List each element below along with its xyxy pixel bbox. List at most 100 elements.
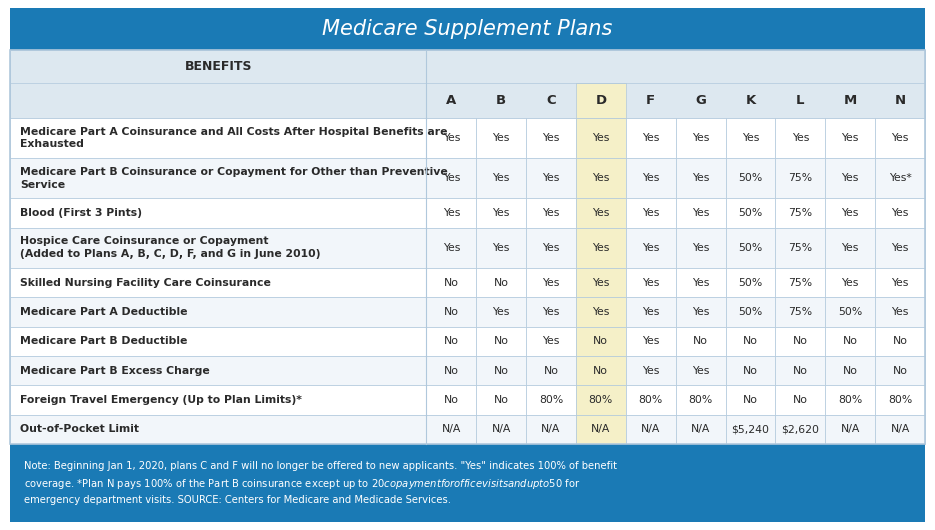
Text: Skilled Nursing Facility Care Coinsurance: Skilled Nursing Facility Care Coinsuranc… [20,278,271,288]
Bar [626,198,676,228]
Text: Yes: Yes [493,208,510,218]
Text: No: No [444,336,459,346]
Text: Yes: Yes [642,173,659,183]
Bar [676,228,726,268]
Bar [726,326,775,356]
Bar [476,158,526,198]
Text: Yes: Yes [692,366,710,376]
Text: 75%: 75% [788,307,813,317]
Bar [875,356,925,385]
Text: N/A: N/A [541,425,561,434]
Text: Yes: Yes [442,208,460,218]
Bar [526,356,576,385]
Text: Yes: Yes [592,243,610,253]
Bar [726,198,775,228]
Text: 75%: 75% [788,243,813,253]
Bar [875,268,925,297]
Bar [875,118,925,158]
Text: Yes: Yes [442,173,460,183]
Bar [875,158,925,198]
Text: Yes: Yes [542,336,560,346]
Bar [476,356,526,385]
Bar [875,385,925,414]
Bar [775,297,826,326]
Bar [676,297,726,326]
Text: 75%: 75% [788,208,813,218]
Text: No: No [594,336,609,346]
Text: Yes: Yes [692,208,710,218]
Text: Yes: Yes [493,133,510,143]
Text: Yes: Yes [542,243,560,253]
Text: Yes*: Yes* [888,173,912,183]
Bar [826,385,875,414]
Text: Medicare Part B Coinsurance or Copayment for Other than Preventive
Service: Medicare Part B Coinsurance or Copayment… [20,167,448,190]
Bar [426,228,476,268]
Text: Yes: Yes [842,278,859,288]
Bar [526,118,576,158]
Bar [626,228,676,268]
Bar [576,118,626,158]
Text: No: No [893,336,908,346]
Bar [676,158,726,198]
Text: No: No [743,366,758,376]
Text: 50%: 50% [739,208,763,218]
Bar [676,198,726,228]
Bar [826,297,875,326]
Bar [826,268,875,297]
Text: 50%: 50% [739,278,763,288]
Bar [826,118,875,158]
Text: No: No [743,336,758,346]
Bar [426,268,476,297]
Bar [626,158,676,198]
Text: Yes: Yes [842,243,859,253]
Text: 80%: 80% [539,395,563,405]
Text: Yes: Yes [642,133,659,143]
Bar [10,50,925,444]
Bar [10,444,925,522]
Text: No: No [793,336,808,346]
Text: Yes: Yes [642,278,659,288]
Bar [476,228,526,268]
Bar [676,118,726,158]
Bar [576,326,626,356]
Bar [526,385,576,414]
Bar [775,118,826,158]
Bar [10,198,426,228]
Text: No: No [693,336,708,346]
Text: Yes: Yes [592,208,610,218]
Text: Yes: Yes [741,133,759,143]
Bar [426,198,476,228]
Text: D: D [596,94,607,107]
Text: 50%: 50% [739,243,763,253]
Bar [10,356,426,385]
Bar [875,198,925,228]
Text: Yes: Yes [842,133,859,143]
Text: Yes: Yes [692,307,710,317]
Bar [476,385,526,414]
Text: 75%: 75% [788,278,813,288]
Bar [576,297,626,326]
Text: No: No [743,395,758,405]
Text: 50%: 50% [739,307,763,317]
Text: Yes: Yes [792,133,809,143]
Text: Yes: Yes [542,133,560,143]
Text: 50%: 50% [838,307,862,317]
Text: N/A: N/A [841,425,860,434]
Bar [726,356,775,385]
Bar [10,385,426,414]
Text: No: No [793,366,808,376]
Text: BENEFITS: BENEFITS [184,60,252,73]
Bar [526,326,576,356]
Text: Yes: Yes [842,173,859,183]
Text: Yes: Yes [542,173,560,183]
Text: Yes: Yes [642,307,659,317]
Bar [426,326,476,356]
Bar [775,268,826,297]
Bar [526,228,576,268]
Bar [10,118,426,158]
Text: Yes: Yes [592,307,610,317]
Text: N/A: N/A [890,425,910,434]
Text: 80%: 80% [688,395,712,405]
Text: No: No [543,366,558,376]
Bar [726,118,775,158]
